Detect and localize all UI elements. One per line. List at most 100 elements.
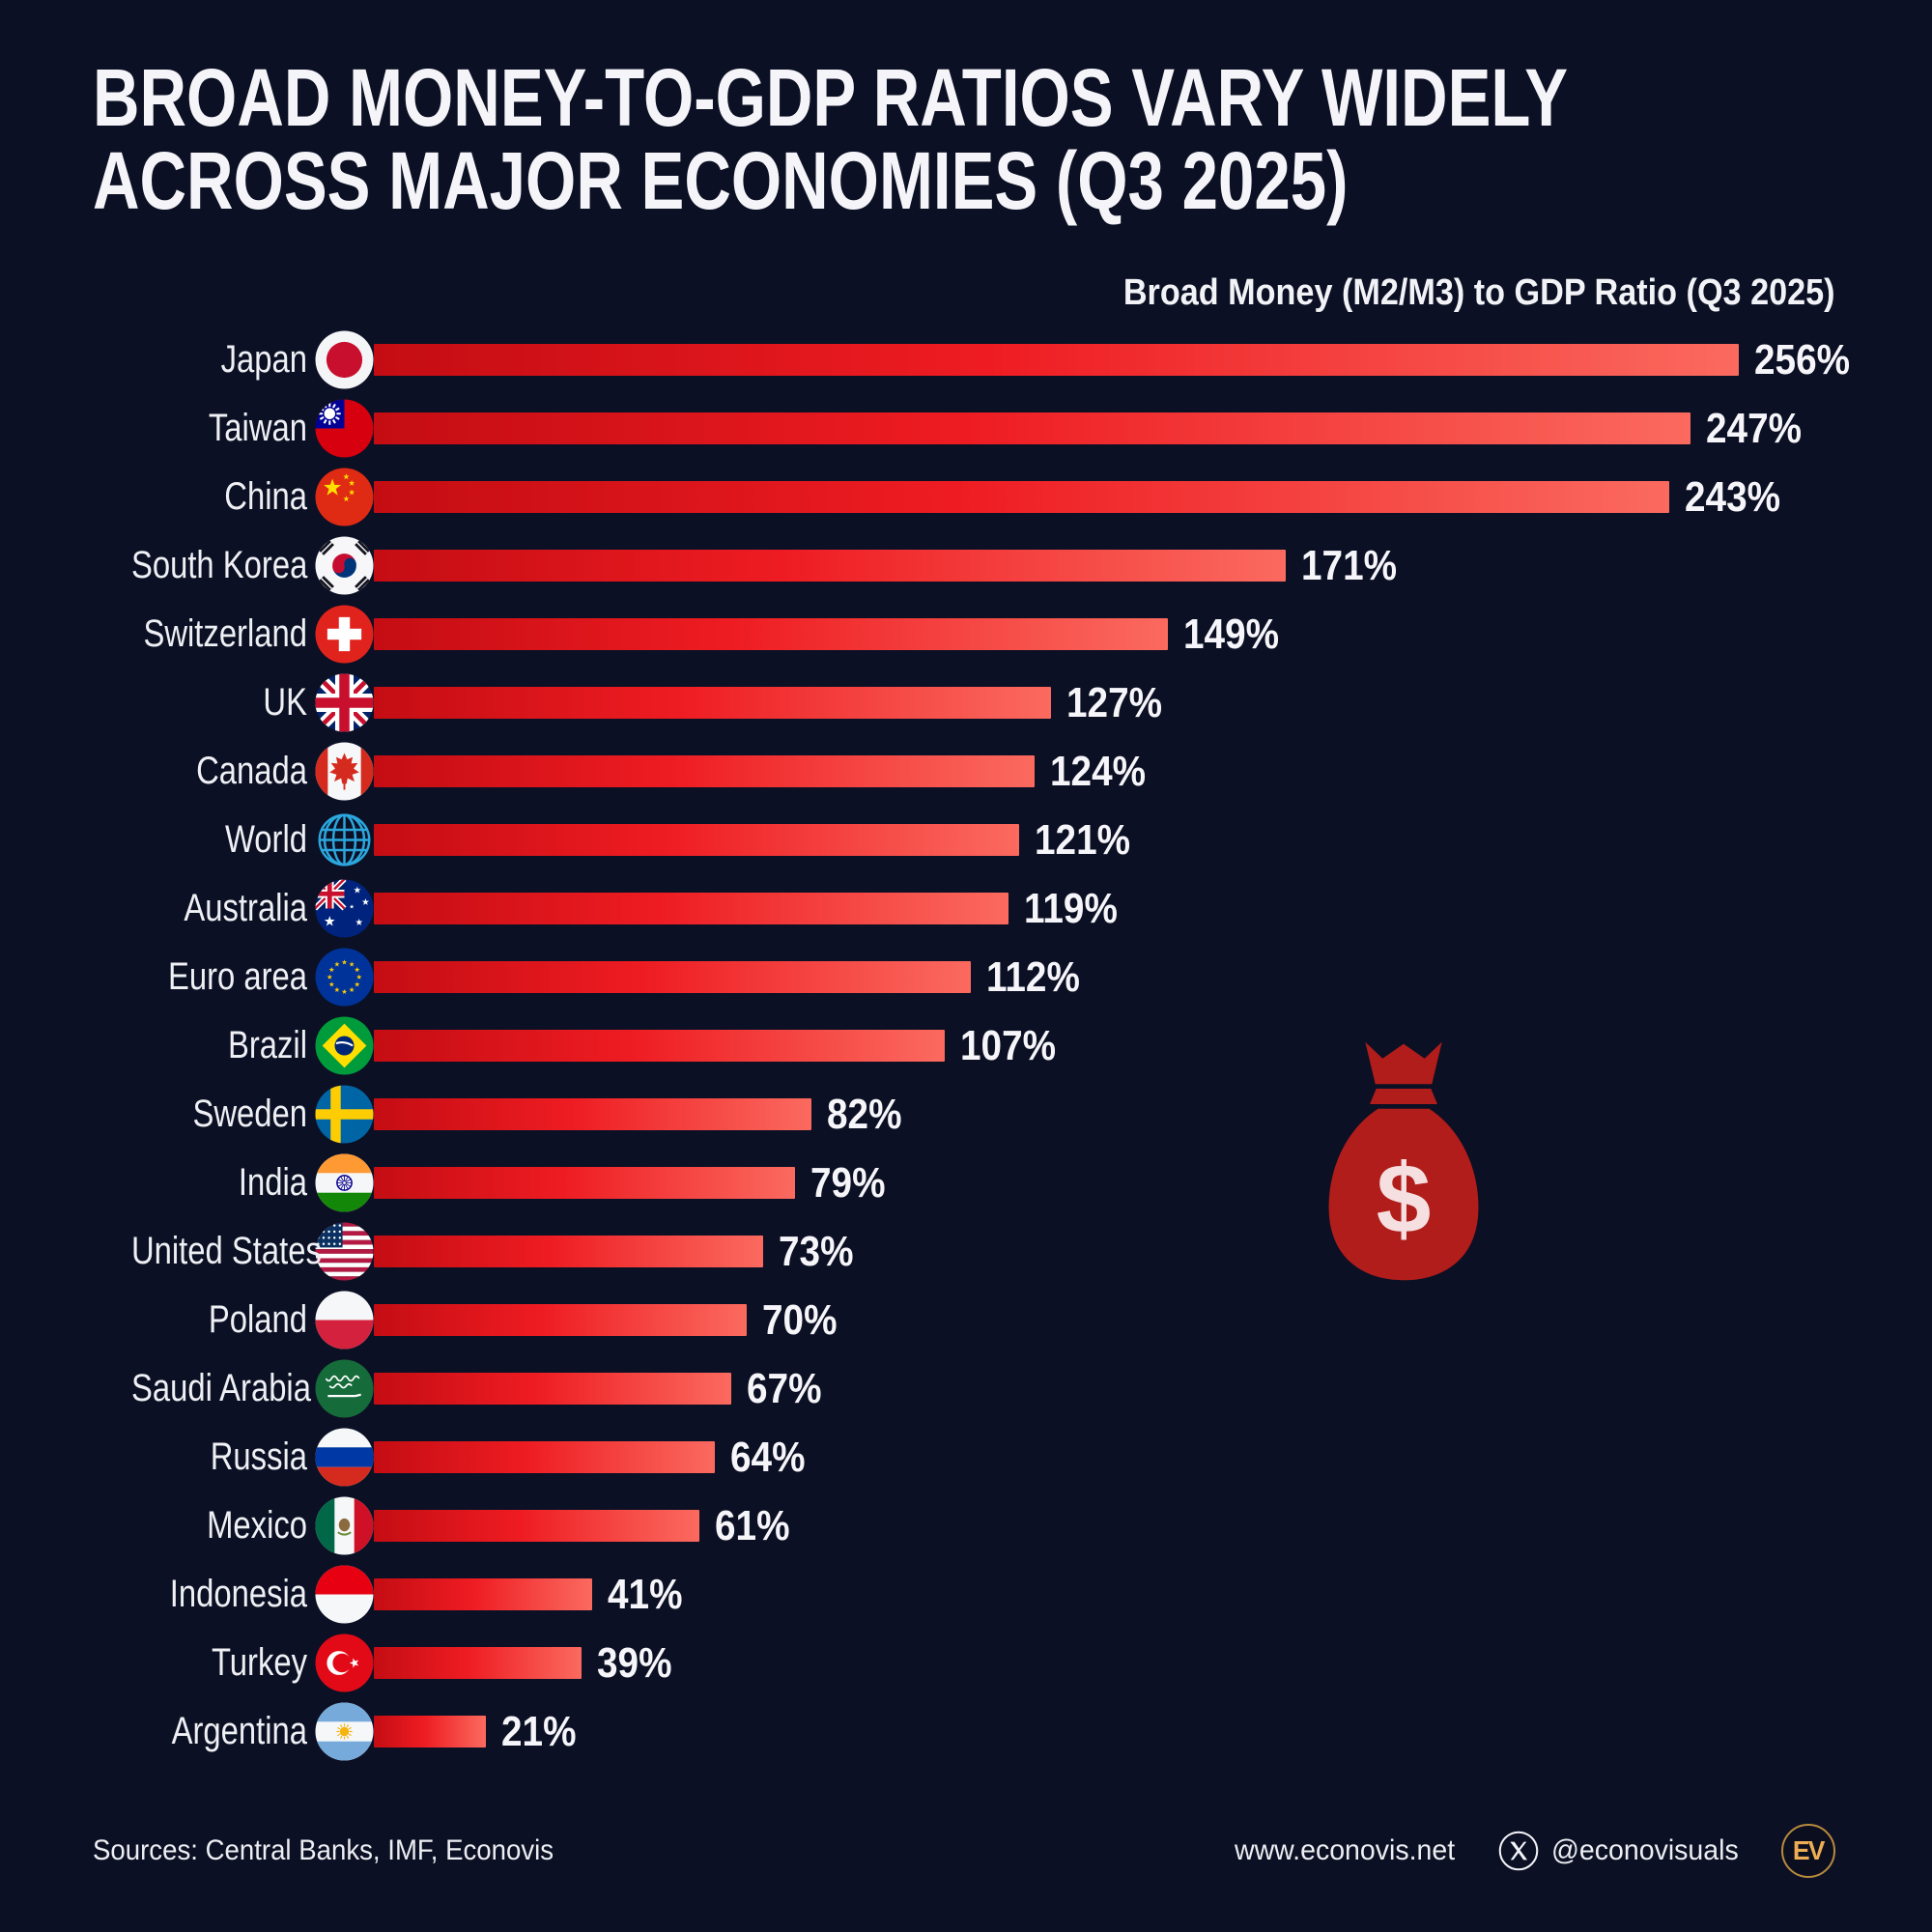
chart-row: China 243% xyxy=(93,463,1835,531)
bar-mexico xyxy=(374,1510,699,1542)
indonesia-flag-icon xyxy=(315,1565,374,1624)
country-label: Japan xyxy=(220,338,307,381)
svg-text:$: $ xyxy=(1377,1144,1432,1254)
page-title-line1: BROAD MONEY-TO-GDP RATIOS VARY WIDELY xyxy=(93,52,1569,143)
bar-value-label: 243% xyxy=(1685,472,1781,521)
bar-switzerland xyxy=(374,618,1169,650)
chart-row: Canada 124% xyxy=(93,737,1835,806)
country-label: Argentina xyxy=(171,1710,307,1752)
country-label: South Korea xyxy=(130,544,308,586)
euro-area-flag-icon xyxy=(315,948,374,1007)
bar-value-label: 124% xyxy=(1050,747,1147,795)
bar-sweden xyxy=(374,1098,811,1130)
uk-flag-icon xyxy=(315,673,374,732)
bar-value-label: 82% xyxy=(826,1090,902,1138)
chart-row: Indonesia 41% xyxy=(93,1560,1835,1629)
bar-value-label: 61% xyxy=(714,1501,790,1549)
country-label: Turkey xyxy=(211,1641,307,1684)
poland-flag-icon xyxy=(315,1291,374,1350)
bar-value-label: 112% xyxy=(986,952,1081,1001)
chart-row: Russia 64% xyxy=(93,1423,1835,1492)
brazil-flag-icon xyxy=(315,1016,374,1075)
bar-australia xyxy=(374,893,1009,924)
bar-china xyxy=(374,481,1670,513)
bar-value-label: 127% xyxy=(1066,678,1163,726)
chart-row: UK 127% xyxy=(93,668,1835,737)
chart-row: Turkey 39% xyxy=(93,1629,1835,1697)
country-label: Taiwan xyxy=(208,407,307,449)
chart-row: Mexico 61% xyxy=(93,1492,1835,1560)
chart-row: Brazil 107% xyxy=(93,1011,1835,1080)
country-label: Saudi Arabia xyxy=(130,1367,311,1409)
chart-row: Taiwan 247% xyxy=(93,394,1835,463)
country-label: Canada xyxy=(196,750,307,792)
country-label: Switzerland xyxy=(143,612,307,655)
bar-value-label: 67% xyxy=(746,1364,822,1412)
saudi-arabia-flag-icon xyxy=(315,1359,374,1418)
bar-argentina xyxy=(374,1716,486,1747)
chart-row: Sweden 82% xyxy=(93,1080,1835,1149)
bar-value-label: 41% xyxy=(608,1570,683,1618)
country-label: UK xyxy=(263,681,307,724)
bar-uk xyxy=(374,687,1051,719)
bar-japan xyxy=(374,344,1739,376)
south-korea-flag-icon xyxy=(315,536,374,595)
argentina-flag-icon xyxy=(315,1702,374,1761)
bar-value-label: 107% xyxy=(959,1021,1056,1069)
taiwan-flag-icon xyxy=(315,399,374,458)
bar-value-label: 119% xyxy=(1023,884,1118,932)
australia-flag-icon xyxy=(315,879,374,938)
chart-row: Japan 256% xyxy=(93,326,1850,394)
world-globe-icon xyxy=(315,810,374,869)
bar-value-label: 121% xyxy=(1034,815,1130,864)
bar-value-label: 70% xyxy=(762,1295,838,1344)
country-label: Indonesia xyxy=(169,1573,307,1615)
chart-row: Saudi Arabia 67% xyxy=(93,1354,1835,1423)
united-states-flag-icon xyxy=(315,1222,374,1281)
bar-poland xyxy=(374,1304,748,1336)
page-title: BROAD MONEY-TO-GDP RATIOS VARY WIDELY AC… xyxy=(93,56,1568,222)
bar-saudi-arabia xyxy=(374,1373,731,1405)
footer: Sources: Central Banks, IMF, Econovis ww… xyxy=(93,1816,1835,1886)
china-flag-icon xyxy=(315,468,374,526)
bar-indonesia xyxy=(374,1578,593,1610)
page-title-line2: ACROSS MAJOR ECONOMIES (Q3 2025) xyxy=(93,135,1349,226)
japan-flag-icon xyxy=(315,330,374,389)
bar-world xyxy=(374,824,1019,856)
bar-turkey xyxy=(374,1647,582,1679)
chart-row: Poland 70% xyxy=(93,1286,1835,1354)
chart-row: Australia 119% xyxy=(93,874,1835,943)
bar-chart: Japan 256% Taiwan 247% China 243% South Korea 1… xyxy=(93,326,1850,1766)
money-bag-dollar-icon: $ xyxy=(1312,1038,1495,1285)
bar-taiwan xyxy=(374,412,1691,444)
bar-value-label: 256% xyxy=(1754,335,1851,384)
bar-brazil xyxy=(374,1030,945,1062)
bar-value-label: 39% xyxy=(597,1638,672,1687)
bar-united-states xyxy=(374,1236,763,1267)
bar-value-label: 149% xyxy=(1183,610,1280,658)
bar-value-label: 21% xyxy=(500,1707,577,1755)
chart-row: South Korea 171% xyxy=(93,531,1835,600)
bar-value-label: 171% xyxy=(1300,541,1397,589)
country-label: Poland xyxy=(208,1298,307,1341)
bar-india xyxy=(374,1167,795,1199)
x-handle: @econovisuals xyxy=(1551,1834,1739,1866)
country-label: Mexico xyxy=(207,1504,307,1547)
switzerland-flag-icon xyxy=(315,605,374,664)
country-label: Euro area xyxy=(167,955,307,998)
x-social-icon xyxy=(1497,1830,1540,1872)
mexico-flag-icon xyxy=(315,1496,374,1555)
country-label: World xyxy=(224,818,307,861)
bar-value-label: 73% xyxy=(778,1227,854,1275)
bar-canada xyxy=(374,755,1036,787)
chart-row: India 79% xyxy=(93,1149,1835,1217)
canada-flag-icon xyxy=(315,742,374,801)
russia-flag-icon xyxy=(315,1428,374,1487)
bar-south-korea xyxy=(374,550,1286,582)
bar-value-label: 79% xyxy=(810,1158,886,1207)
country-label: China xyxy=(224,475,307,518)
chart-row: United States 73% xyxy=(93,1217,1835,1286)
country-label: Brazil xyxy=(227,1024,307,1066)
chart-row: Argentina 21% xyxy=(93,1697,1835,1766)
